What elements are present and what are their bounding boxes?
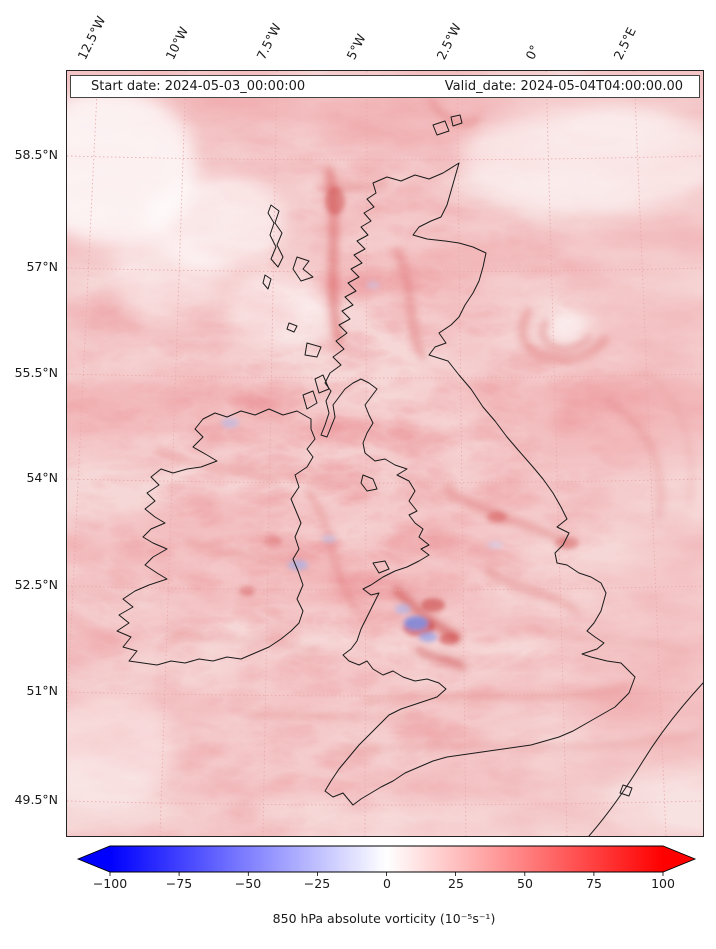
islands-coastlines	[262, 114, 633, 797]
annotation-bar: Start date: 2024-05-03_00:00:00 Valid_da…	[70, 75, 700, 98]
vorticity-filaments	[67, 98, 703, 753]
coastlines	[116, 114, 703, 836]
lon-tick-label: 7.5°W	[253, 20, 284, 62]
ireland-coastline	[116, 408, 316, 666]
colorbar-tick-label: 50	[517, 876, 533, 891]
colorbar-gradient-bar	[76, 845, 697, 873]
colorbar	[76, 845, 697, 876]
map-panel: Start date: 2024-05-03_00:00:00 Valid_da…	[66, 70, 704, 837]
lat-tick-label: 52.5°N	[14, 577, 58, 592]
lon-tick-label: 12.5°W	[74, 13, 109, 62]
lon-tick-label: 5°W	[343, 31, 369, 62]
colorbar-tick-label: −25	[303, 876, 331, 891]
colorbar-tick-label: 25	[448, 876, 464, 891]
france-coastline	[588, 682, 703, 836]
colorbar-tick-label: −100	[92, 876, 128, 891]
colorbar-tick-label: −75	[165, 876, 193, 891]
start-date-label: Start date: 2024-05-03_00:00:00	[91, 79, 306, 94]
lat-tick-label: 58.5°N	[14, 147, 58, 162]
vorticity-field-map	[67, 71, 703, 836]
valid-date-label: Valid_date: 2024-05-04T04:00:00.00	[444, 79, 683, 94]
colorbar-tick-label: 75	[586, 876, 602, 891]
lon-tick-label: 2.5°E	[610, 24, 639, 62]
lat-tick-label: 57°N	[26, 259, 58, 274]
lat-tick-label: 49.5°N	[14, 792, 58, 807]
lon-tick-label: 2.5°W	[433, 20, 464, 62]
lon-tick-label: 10°W	[162, 24, 192, 63]
lat-tick-label: 51°N	[26, 683, 58, 698]
lon-tick-label: 0°	[522, 42, 543, 62]
colorbar-tick-label: −50	[234, 876, 262, 891]
colorbar-axis-label: 850 hPa absolute vorticity (10⁻⁵s⁻¹)	[272, 911, 496, 926]
vorticity-extrema-patches	[221, 187, 579, 645]
colorbar-tick-label: 100	[651, 876, 675, 891]
lat-tick-label: 54°N	[26, 470, 58, 485]
great-britain-coastline	[320, 162, 636, 806]
colorbar-ticks	[109, 872, 664, 876]
colorbar-tick-label: 0	[383, 876, 391, 891]
lat-tick-label: 55.5°N	[14, 365, 58, 380]
